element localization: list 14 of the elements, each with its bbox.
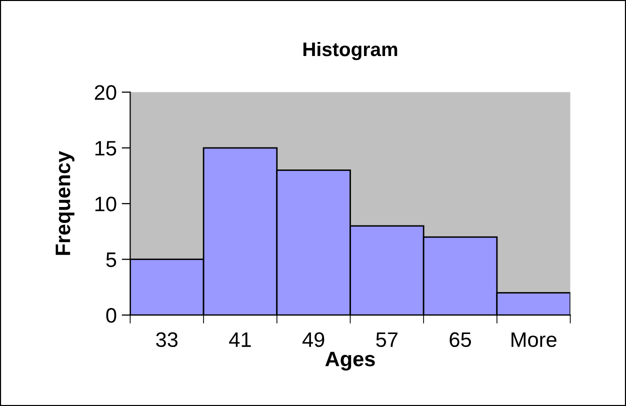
y-tick-label: 5 — [106, 252, 116, 268]
x-tick-label: 65 — [450, 332, 471, 348]
y-axis-title: Frequency — [56, 151, 74, 255]
x-tick-label: 49 — [302, 332, 324, 348]
x-tick-label: 33 — [156, 332, 178, 348]
x-axis-title: Ages — [325, 352, 375, 371]
y-tick-label: 10 — [95, 196, 116, 212]
x-tick-label: More — [512, 332, 556, 348]
y-tick-label: 15 — [95, 141, 116, 156]
x-tick-label: 57 — [376, 332, 398, 348]
y-tick-label: 0 — [106, 308, 116, 323]
chart-title: Histogram — [303, 42, 398, 60]
x-tick-label: 41 — [229, 332, 251, 347]
y-tick-label: 20 — [94, 85, 116, 100]
